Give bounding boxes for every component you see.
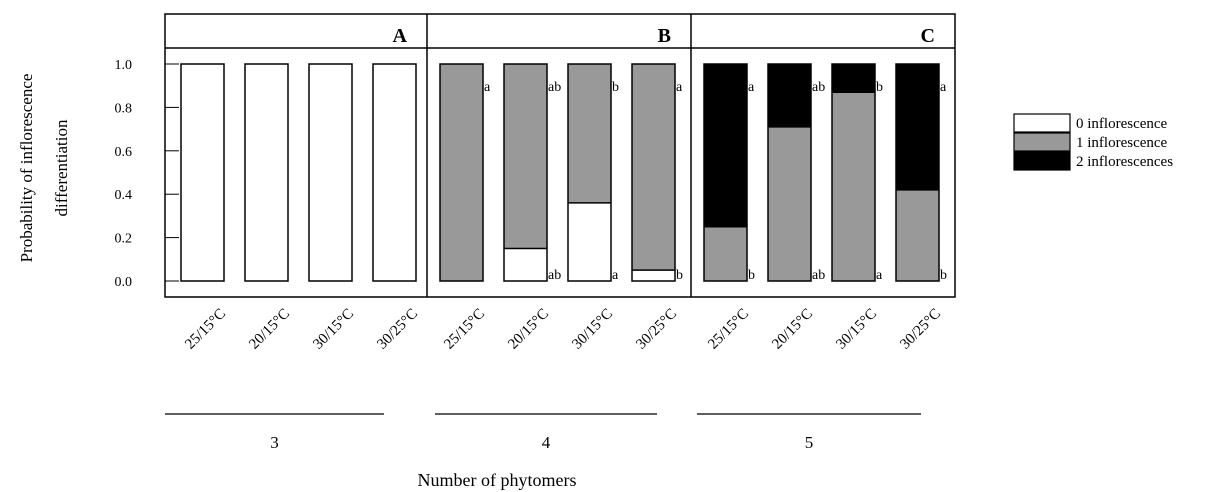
significance-letter-top: ab: [812, 80, 825, 95]
bar-outline: [180, 63, 225, 282]
bar-outline: [767, 63, 812, 282]
legend-swatch: [1013, 113, 1071, 133]
category-label: 20/15°C: [769, 306, 816, 353]
significance-letter-bottom: ab: [812, 268, 825, 283]
x-axis: 25/15°C 20/15°C 30/15°C 30/25°C 3 25/15°C 20/1…: [165, 306, 944, 490]
panel-letter: A: [393, 25, 408, 47]
y-tick-label: 0.0: [115, 275, 133, 290]
segment-0-inflorescence: [568, 202, 611, 281]
category-label: 30/25°C: [897, 306, 944, 353]
segment-2-inflorescences: [832, 64, 875, 93]
segment-1-inflorescence: [632, 64, 675, 271]
bar-outline: [567, 63, 612, 282]
significance-letter-bottom: b: [676, 268, 683, 283]
category-label: 30/15°C: [569, 306, 616, 353]
segment-1-inflorescence: [768, 126, 811, 282]
segment-2-inflorescences: [704, 64, 747, 227]
category-label: 30/15°C: [310, 306, 357, 353]
y-tick-label: 0.6: [115, 145, 133, 160]
y-axis-label: Probability of inflorescence: [17, 74, 36, 263]
legend-label: 1 inflorescence: [1076, 135, 1168, 151]
plot-frame: [164, 13, 956, 298]
significance-letter-top: ab: [548, 80, 561, 95]
segment-0-inflorescence: [373, 64, 416, 281]
bar-outline: [308, 63, 353, 282]
bar-outline: [372, 63, 417, 282]
segment-0-inflorescence: [632, 270, 675, 281]
significance-letter-bottom: b: [940, 268, 947, 283]
category-label: 20/15°C: [246, 306, 293, 353]
y-tick-label: 0.8: [115, 101, 133, 116]
y-tick-label: 0.4: [115, 188, 133, 203]
y-axis: 0.0 0.2 0.4 0.6 0.8 1.0 Probability of inflore…: [17, 58, 179, 290]
bar-outline: [831, 63, 876, 282]
segment-0-inflorescence: [245, 64, 288, 281]
significance-letter-top: a: [748, 80, 755, 95]
segment-2-inflorescences: [896, 64, 939, 190]
category-label: 30/25°C: [633, 306, 680, 353]
segment-1-inflorescence: [704, 226, 747, 281]
y-tick-label: 0.2: [115, 232, 133, 247]
bar-outline: [503, 63, 548, 282]
category-label: 25/15°C: [705, 306, 752, 353]
significance-letter-top: a: [676, 80, 683, 95]
category-label: 25/15°C: [182, 306, 229, 353]
bar-outline: [895, 63, 940, 282]
category-label: 20/15°C: [505, 306, 552, 353]
bar-outline: [703, 63, 748, 282]
y-tick-label: 1.0: [115, 58, 133, 73]
segment-2-inflorescences: [768, 64, 811, 127]
bar-outline: [631, 63, 676, 282]
category-label: 25/15°C: [441, 306, 488, 353]
significance-letter-bottom: ab: [548, 268, 561, 283]
significance-letter-top: a: [940, 80, 947, 95]
segment-1-inflorescence: [440, 64, 483, 281]
significance-letter-top: b: [612, 80, 619, 95]
significance-letter-top: a: [484, 80, 491, 95]
segment-1-inflorescence: [896, 189, 939, 281]
legend-swatch: [1013, 151, 1071, 171]
legend-label: 2 inflorescences: [1076, 154, 1173, 170]
category-label: 30/15°C: [833, 306, 880, 353]
segment-1-inflorescence: [832, 92, 875, 282]
segment-0-inflorescence: [181, 64, 224, 281]
bar-outline: [439, 63, 484, 282]
group-label: 3: [270, 433, 279, 452]
y-axis-label: differentiation: [52, 119, 71, 216]
group-label: 4: [542, 433, 551, 452]
group-label: 5: [805, 433, 814, 452]
segment-1-inflorescence: [504, 64, 547, 249]
significance-letter-bottom: a: [876, 268, 883, 283]
significance-letter-bottom: a: [612, 268, 619, 283]
legend-swatch: [1013, 132, 1071, 152]
category-label: 30/25°C: [374, 306, 421, 353]
bar-outline: [244, 63, 289, 282]
x-axis-label: Number of phytomers: [418, 470, 577, 490]
significance-letter-bottom: b: [748, 268, 755, 283]
significance-letter-top: b: [876, 80, 883, 95]
legend-label: 0 inflorescence: [1076, 116, 1168, 132]
panel-letter: C: [921, 25, 935, 47]
segment-0-inflorescence: [309, 64, 352, 281]
legend: 0 inflorescence 1 inflorescence 2 inflores…: [1013, 113, 1173, 171]
panel-letter: B: [658, 25, 671, 47]
segment-1-inflorescence: [568, 64, 611, 203]
segment-0-inflorescence: [504, 248, 547, 281]
